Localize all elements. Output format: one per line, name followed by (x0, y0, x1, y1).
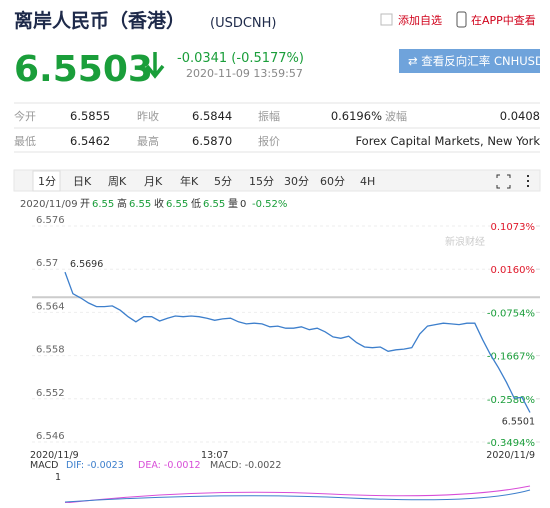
x-tick-label: 2020/11/9 (30, 450, 79, 461)
info-change: -0.52% (252, 199, 287, 210)
y-tick-label: 6.564 (36, 301, 65, 312)
tab[interactable]: 5分 (214, 175, 232, 188)
add-icon[interactable] (380, 13, 393, 26)
y-tick-label: 6.57 (36, 258, 58, 269)
macd-item: DIF: -0.0023 (66, 460, 124, 471)
tab[interactable]: 1分 (38, 175, 56, 188)
info-value: 6.55 (129, 199, 151, 210)
info-value: 6.55 (92, 199, 114, 210)
price: 6.5503 (14, 49, 153, 90)
macd-value: -0.0022 (245, 460, 282, 471)
tab[interactable]: 日K (73, 175, 92, 188)
time: 2020-11-09 13:59:57 (186, 67, 303, 80)
stat-value: 6.5870 (192, 134, 232, 148)
tab[interactable]: 60分 (320, 175, 345, 188)
code: (USDCNH) (210, 16, 277, 31)
y2-tick-label: -0.1667% (487, 352, 535, 363)
reverse-label[interactable]: 查看反向汇率 CNHUSD (421, 54, 544, 68)
macd-item: MACD: -0.0022 (210, 460, 281, 471)
price-line (64, 271, 531, 413)
stat-value: 6.5462 (70, 134, 110, 148)
macd-value: -0.0012 (164, 460, 201, 471)
y2-tick-label: 0.1073% (491, 222, 536, 233)
phone-icon[interactable] (456, 11, 467, 28)
y2-tick-label: -0.2580% (487, 395, 535, 406)
macd-name: DIF: (66, 460, 84, 471)
y-tick-label: 6.546 (36, 431, 65, 442)
fullscreen-icon[interactable] (496, 174, 511, 189)
stat-label: 振幅 (258, 109, 280, 123)
macd-axis: 1 (55, 472, 61, 483)
change: -0.0341 (-0.5177%) (177, 51, 304, 66)
down-arrow (145, 52, 165, 79)
y-tick-label: 6.576 (36, 215, 65, 226)
add-link[interactable]: 添加自选 (398, 13, 442, 27)
info-label: 量 (228, 198, 238, 210)
macd-value: -0.0023 (87, 460, 124, 471)
macd-curve (64, 489, 531, 503)
app-link[interactable]: 在APP中查看 (471, 13, 536, 27)
tab[interactable]: 周K (108, 175, 127, 188)
stat-value: 6.5844 (192, 109, 232, 123)
y-tick-label: 6.552 (36, 388, 65, 399)
info-date: 2020/11/09 (20, 199, 78, 210)
stat-label: 报价 (258, 134, 280, 148)
end-label: 6.5501 (502, 416, 535, 427)
info-label: 低 (191, 197, 201, 210)
y2-tick-label: -0.0754% (487, 308, 535, 319)
x-tick-label: 2020/11/9 (486, 450, 535, 461)
tab[interactable]: 15分 (249, 175, 274, 188)
reverse-button[interactable] (399, 49, 540, 73)
y2-tick-label: -0.3494% (487, 438, 535, 449)
info-label: 收 (154, 197, 164, 210)
y2-tick-label: 0.0160% (491, 265, 536, 276)
macd-curve (64, 485, 531, 504)
stat-label: 最高 (137, 134, 159, 148)
tab[interactable]: 月K (144, 175, 163, 188)
title: 离岸人民币（香港） (14, 9, 185, 32)
tab[interactable]: 30分 (284, 175, 309, 188)
reverse-text[interactable]: ⇄ 查看反向汇率 CNHUSD (408, 54, 544, 68)
tab[interactable]: 4H (360, 175, 375, 188)
stat-label: 昨收 (137, 109, 159, 123)
start-label: 6.5696 (70, 259, 103, 270)
macd-item: DEA: -0.0012 (138, 460, 201, 471)
y-tick-label: 6.558 (36, 345, 65, 356)
tab-bar (13, 169, 541, 192)
stat-label: 波幅 (385, 110, 407, 123)
macd-title: MACD (30, 460, 58, 471)
info-label: 高 (117, 197, 127, 210)
stat-value: 0.6196% (331, 109, 382, 123)
info-value: 0 (240, 199, 246, 210)
macd-name: MACD: (210, 460, 242, 471)
tab-active (32, 170, 61, 192)
macd-name: DEA: (138, 460, 161, 471)
stat-label: 最低 (14, 135, 36, 148)
tab[interactable]: 年K (180, 174, 199, 188)
watermark: 新浪财经 (445, 235, 485, 248)
info-label: 开 (80, 199, 90, 210)
stat-label: 今开 (14, 109, 36, 123)
info-value: 6.55 (166, 199, 188, 210)
stat-value: Forex Capital Markets, New York (355, 134, 540, 148)
info-value: 6.55 (203, 199, 225, 210)
stat-value: 6.5855 (70, 109, 110, 123)
stat-value: 0.0408 (500, 109, 540, 123)
x-tick-label: 13:07 (201, 450, 228, 461)
